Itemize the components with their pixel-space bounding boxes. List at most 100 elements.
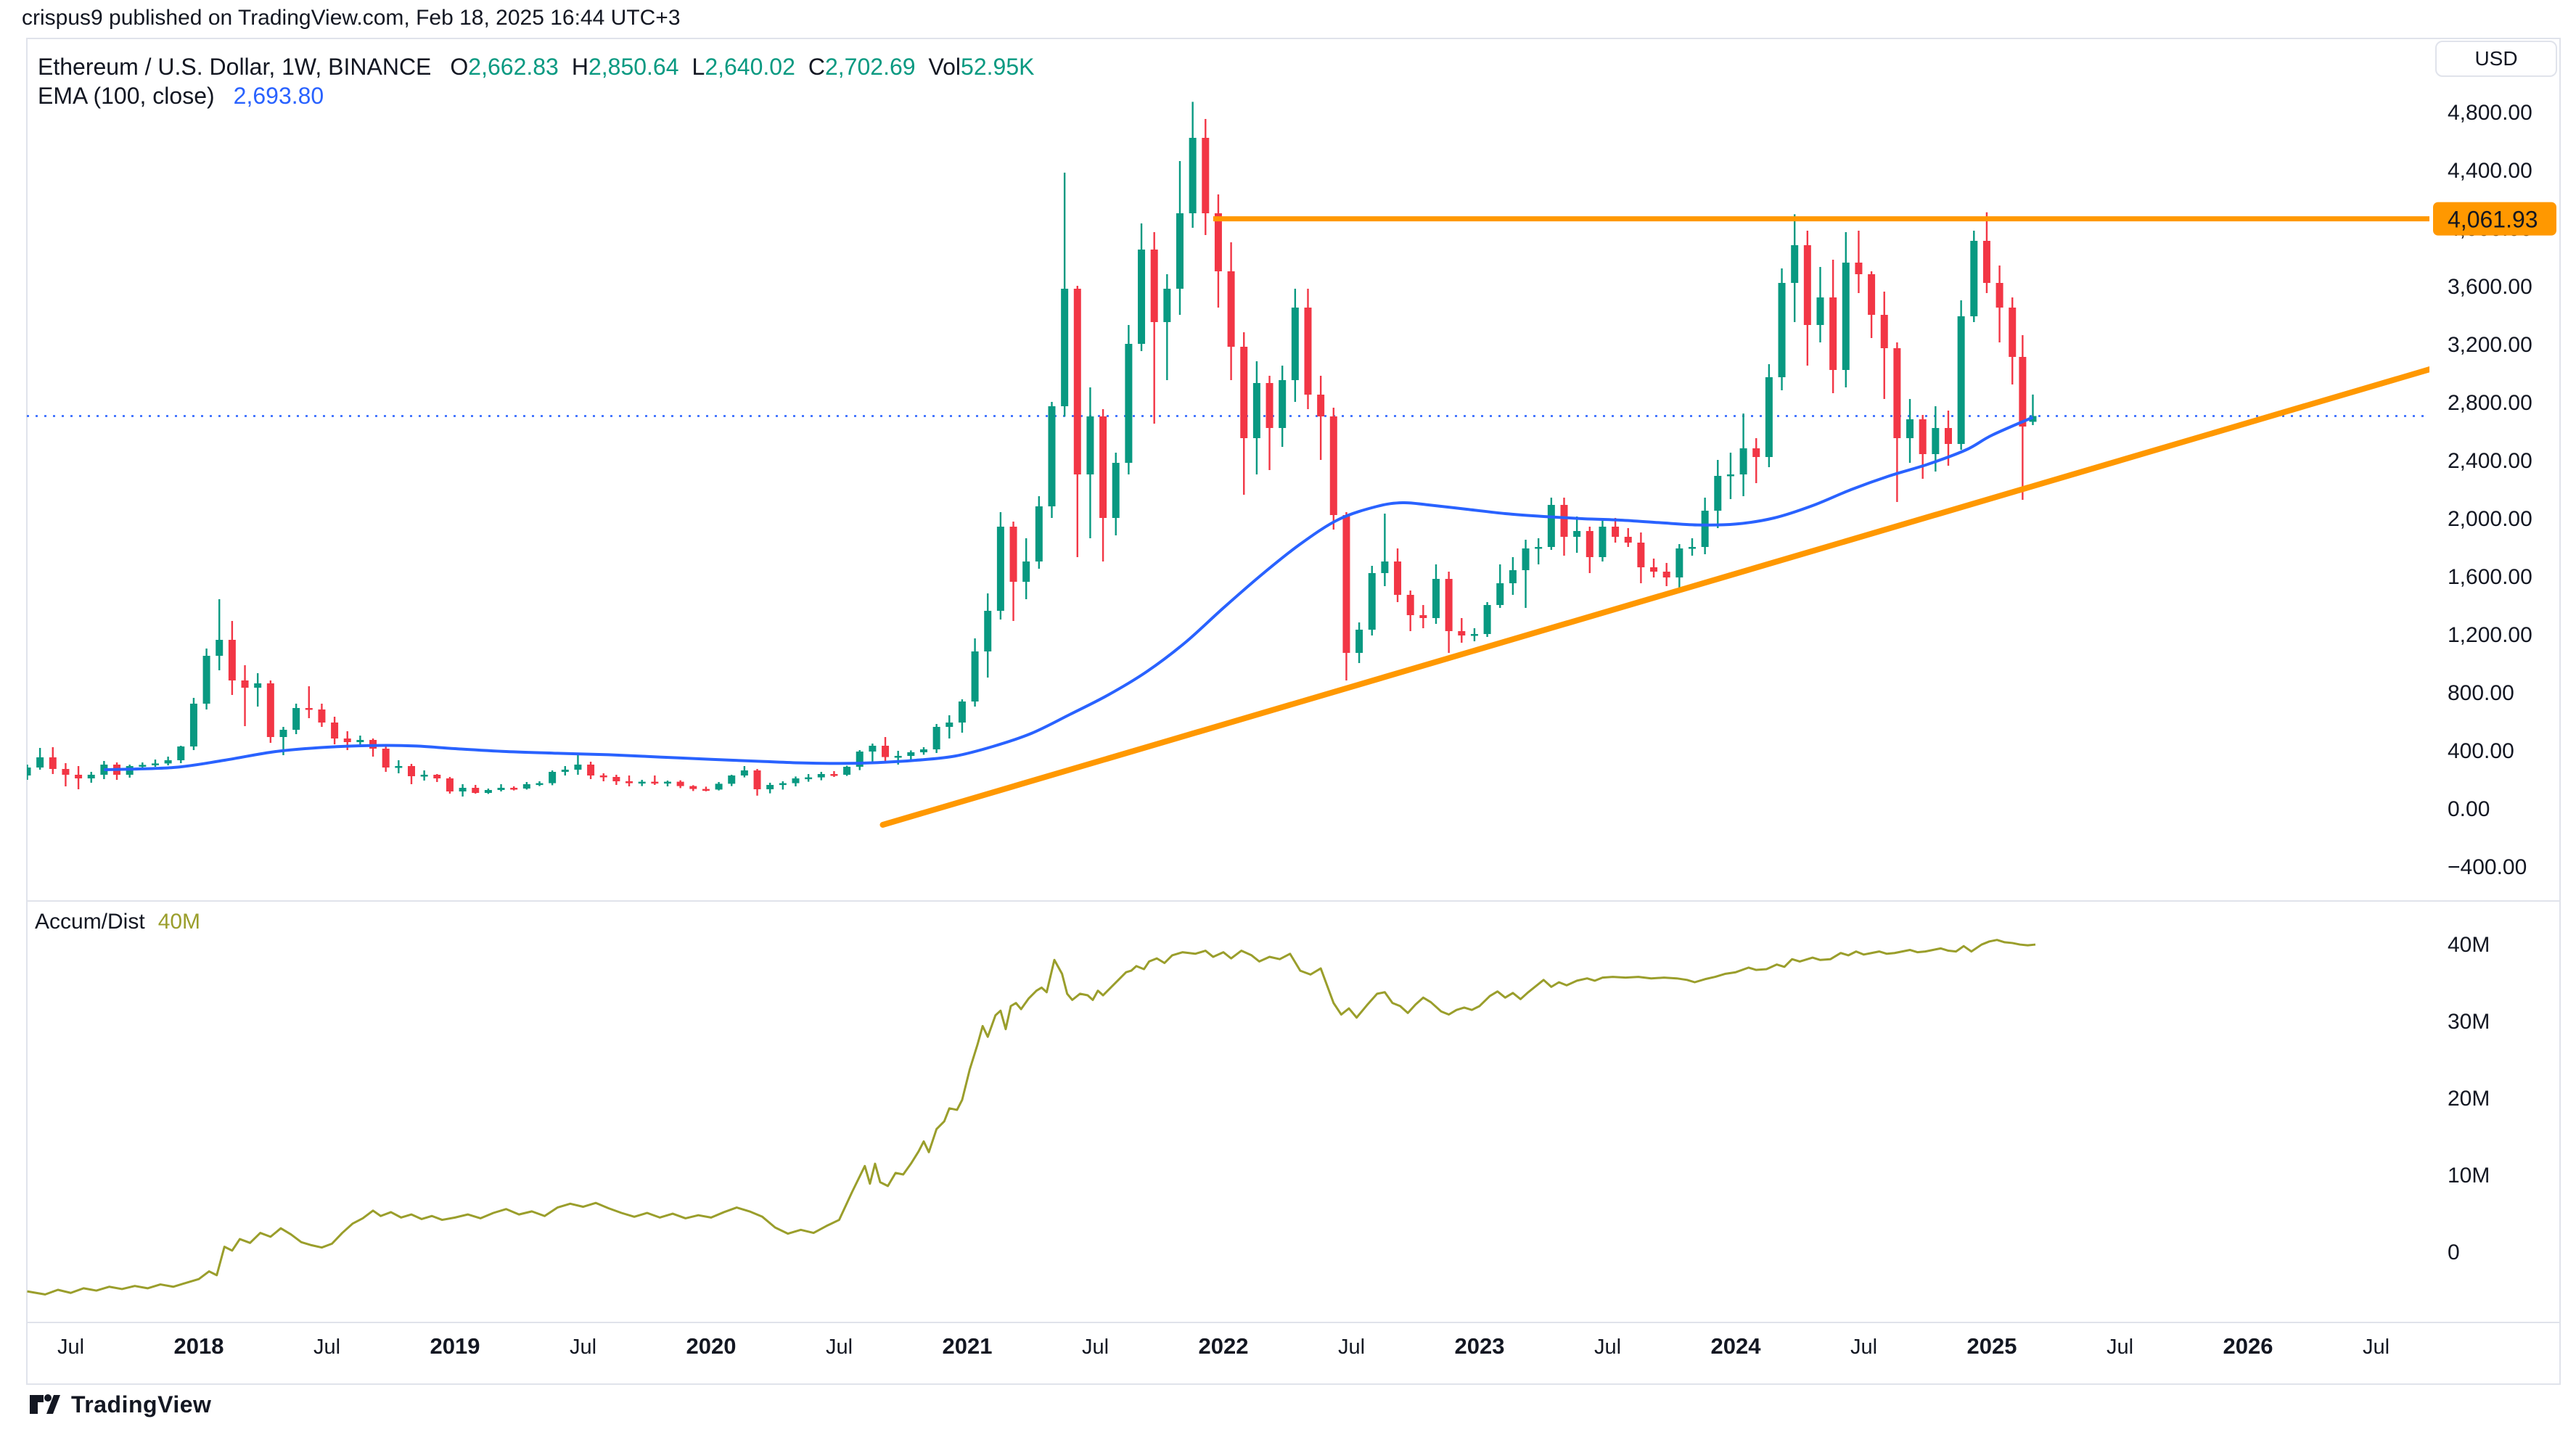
- candle: [932, 724, 940, 753]
- candle: [1163, 274, 1171, 380]
- candle: [1970, 231, 1978, 322]
- candle: [1842, 232, 1850, 387]
- candle: [996, 512, 1004, 620]
- accum-dist-axis: 40M 30M 20M 10M 0: [2448, 933, 2490, 1264]
- ema-line: [104, 416, 2034, 771]
- time-tick-label: 2025: [1967, 1333, 2017, 1359]
- candle: [1176, 161, 1184, 315]
- symbol-header: Ethereum / U.S. Dollar, 1W, BINANCE O2,66…: [38, 54, 1034, 81]
- candle: [254, 673, 262, 707]
- candle: [1816, 267, 1824, 342]
- candle: [753, 769, 761, 796]
- candle: [369, 738, 377, 757]
- candle: [1752, 438, 1760, 483]
- candle: [1688, 538, 1696, 556]
- tradingview-logo-icon[interactable]: [29, 1390, 61, 1419]
- time-tick-label: 2019: [430, 1333, 480, 1359]
- candle: [1919, 415, 1927, 479]
- candle: [446, 777, 454, 794]
- candle: [856, 750, 864, 770]
- time-tick-label: Jul: [1850, 1336, 1877, 1359]
- candle: [1138, 223, 1146, 351]
- publish-attribution: crispus9 published on TradingView.com, F…: [22, 6, 681, 30]
- time-tick-label: Jul: [2363, 1336, 2390, 1359]
- candle: [1739, 413, 1747, 496]
- candle: [1547, 498, 1555, 550]
- candle: [1214, 194, 1222, 308]
- candle: [1803, 231, 1811, 366]
- time-tick-label: Jul: [1338, 1336, 1365, 1359]
- candle: [1009, 522, 1017, 621]
- tradingview-logo[interactable]: TradingView: [29, 1390, 211, 1419]
- candle: [1227, 242, 1235, 380]
- low-value: 2,640.02: [705, 54, 795, 80]
- candle: [536, 781, 543, 786]
- accum-dist-title: Accum/Dist: [35, 910, 145, 934]
- candle: [1445, 572, 1453, 653]
- candle: [1073, 286, 1081, 557]
- candle: [625, 775, 633, 786]
- candle: [1675, 544, 1683, 588]
- candle: [766, 783, 774, 794]
- candle: [2019, 335, 2027, 500]
- candle: [305, 686, 313, 718]
- candle: [266, 680, 274, 743]
- candle: [2029, 394, 2037, 425]
- candle: [1599, 521, 1607, 561]
- candle: [971, 638, 979, 707]
- price-tick-label: 3,600.00: [2448, 275, 2532, 299]
- candle: [1061, 173, 1069, 416]
- close-label: C: [808, 54, 825, 80]
- candle: [882, 737, 890, 763]
- candle: [1650, 559, 1658, 577]
- candle: [676, 780, 684, 789]
- price-tick-label: 4,800.00: [2448, 101, 2532, 125]
- close-value: 2,702.69: [824, 54, 916, 80]
- candle: [87, 772, 95, 783]
- candle: [869, 744, 877, 762]
- candle: [75, 766, 83, 789]
- time-tick-label: 2018: [174, 1333, 224, 1359]
- candle: [497, 784, 505, 791]
- candle: [1099, 409, 1107, 561]
- candle: [433, 774, 441, 782]
- candle: [1112, 453, 1120, 535]
- candle: [1202, 119, 1210, 235]
- candle: [420, 770, 428, 781]
- candle: [151, 760, 159, 767]
- candle: [638, 780, 646, 786]
- indicator-header: EMA (100, close) 2,693.80: [38, 83, 324, 110]
- candle: [1868, 271, 1876, 338]
- candle: [1880, 292, 1888, 399]
- candle: [164, 757, 172, 765]
- currency-toggle-button[interactable]: USD: [2435, 41, 2557, 77]
- candle: [1855, 231, 1863, 293]
- high-value: 2,850.64: [588, 54, 679, 80]
- time-tick-label: Jul: [313, 1336, 340, 1359]
- candle: [1995, 266, 2003, 342]
- candle: [1252, 361, 1260, 474]
- candle: [702, 786, 710, 791]
- price-tick-label: 2,400.00: [2448, 449, 2532, 473]
- candle: [382, 746, 390, 772]
- price-tick-label: 800.00: [2448, 681, 2514, 705]
- candle: [1266, 376, 1273, 470]
- candle: [1419, 605, 1427, 628]
- time-tick-label: Jul: [2107, 1336, 2133, 1359]
- candle: [1458, 618, 1466, 643]
- candle: [395, 760, 403, 773]
- candle: [843, 765, 851, 776]
- candle: [126, 765, 134, 778]
- time-tick-label: 2020: [686, 1333, 737, 1359]
- candle: [689, 785, 697, 791]
- candle: [1957, 300, 1965, 450]
- open-value: 2,662.83: [468, 54, 559, 80]
- candle: [1522, 540, 1530, 608]
- candle: [292, 704, 300, 734]
- candle: [1189, 102, 1197, 228]
- high-label: H: [571, 54, 588, 80]
- ad-tick-label: 30M: [2448, 1010, 2490, 1034]
- candle: [1470, 628, 1478, 641]
- time-tick-label: 2021: [943, 1333, 993, 1359]
- candle: [830, 771, 838, 777]
